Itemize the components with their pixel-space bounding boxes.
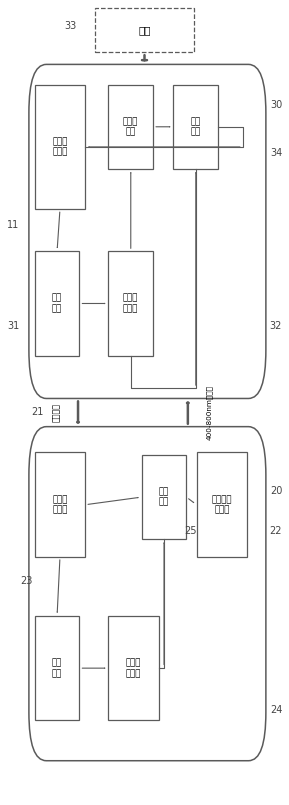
- Text: 32: 32: [270, 321, 282, 331]
- Text: 反馈信号: 反馈信号: [52, 403, 61, 422]
- Bar: [35, 616, 79, 720]
- Text: 驱动
单元: 驱动 单元: [191, 117, 201, 137]
- Text: 20: 20: [270, 486, 282, 496]
- Text: 电源: 电源: [138, 25, 151, 35]
- Text: 23: 23: [20, 576, 32, 586]
- Text: 驱动
单元: 驱动 单元: [159, 487, 169, 507]
- Text: 34: 34: [270, 148, 282, 158]
- Text: 24: 24: [270, 705, 282, 715]
- Text: 红外发射
管阵列: 红外发射 管阵列: [212, 495, 232, 514]
- Bar: [108, 251, 153, 356]
- Text: 400-800nm红外线: 400-800nm红外线: [206, 385, 213, 440]
- Text: 22: 22: [270, 526, 282, 536]
- Bar: [108, 85, 153, 169]
- Text: 33: 33: [65, 21, 77, 31]
- Bar: [35, 452, 85, 557]
- Text: 控制
单元: 控制 单元: [52, 658, 62, 678]
- Text: 功率转
换单元: 功率转 换单元: [126, 658, 141, 678]
- Text: 25: 25: [184, 526, 197, 536]
- Text: 红外转
换单元: 红外转 换单元: [123, 294, 138, 313]
- FancyBboxPatch shape: [29, 427, 266, 761]
- FancyBboxPatch shape: [29, 64, 266, 398]
- Bar: [142, 455, 186, 539]
- Text: 21: 21: [32, 407, 44, 417]
- Bar: [35, 251, 79, 356]
- Bar: [108, 616, 159, 720]
- Text: 外部电
源装置: 外部电 源装置: [52, 137, 68, 157]
- Text: 外部电
源装置: 外部电 源装置: [52, 495, 68, 514]
- Bar: [95, 8, 194, 52]
- Text: 可充电
电池: 可充电 电池: [123, 117, 138, 137]
- Bar: [197, 452, 247, 557]
- Bar: [35, 85, 85, 209]
- Text: 11: 11: [7, 221, 19, 230]
- Text: 31: 31: [7, 321, 19, 331]
- Text: 30: 30: [270, 100, 282, 109]
- Bar: [173, 85, 218, 169]
- Text: 控制
单元: 控制 单元: [52, 294, 62, 313]
